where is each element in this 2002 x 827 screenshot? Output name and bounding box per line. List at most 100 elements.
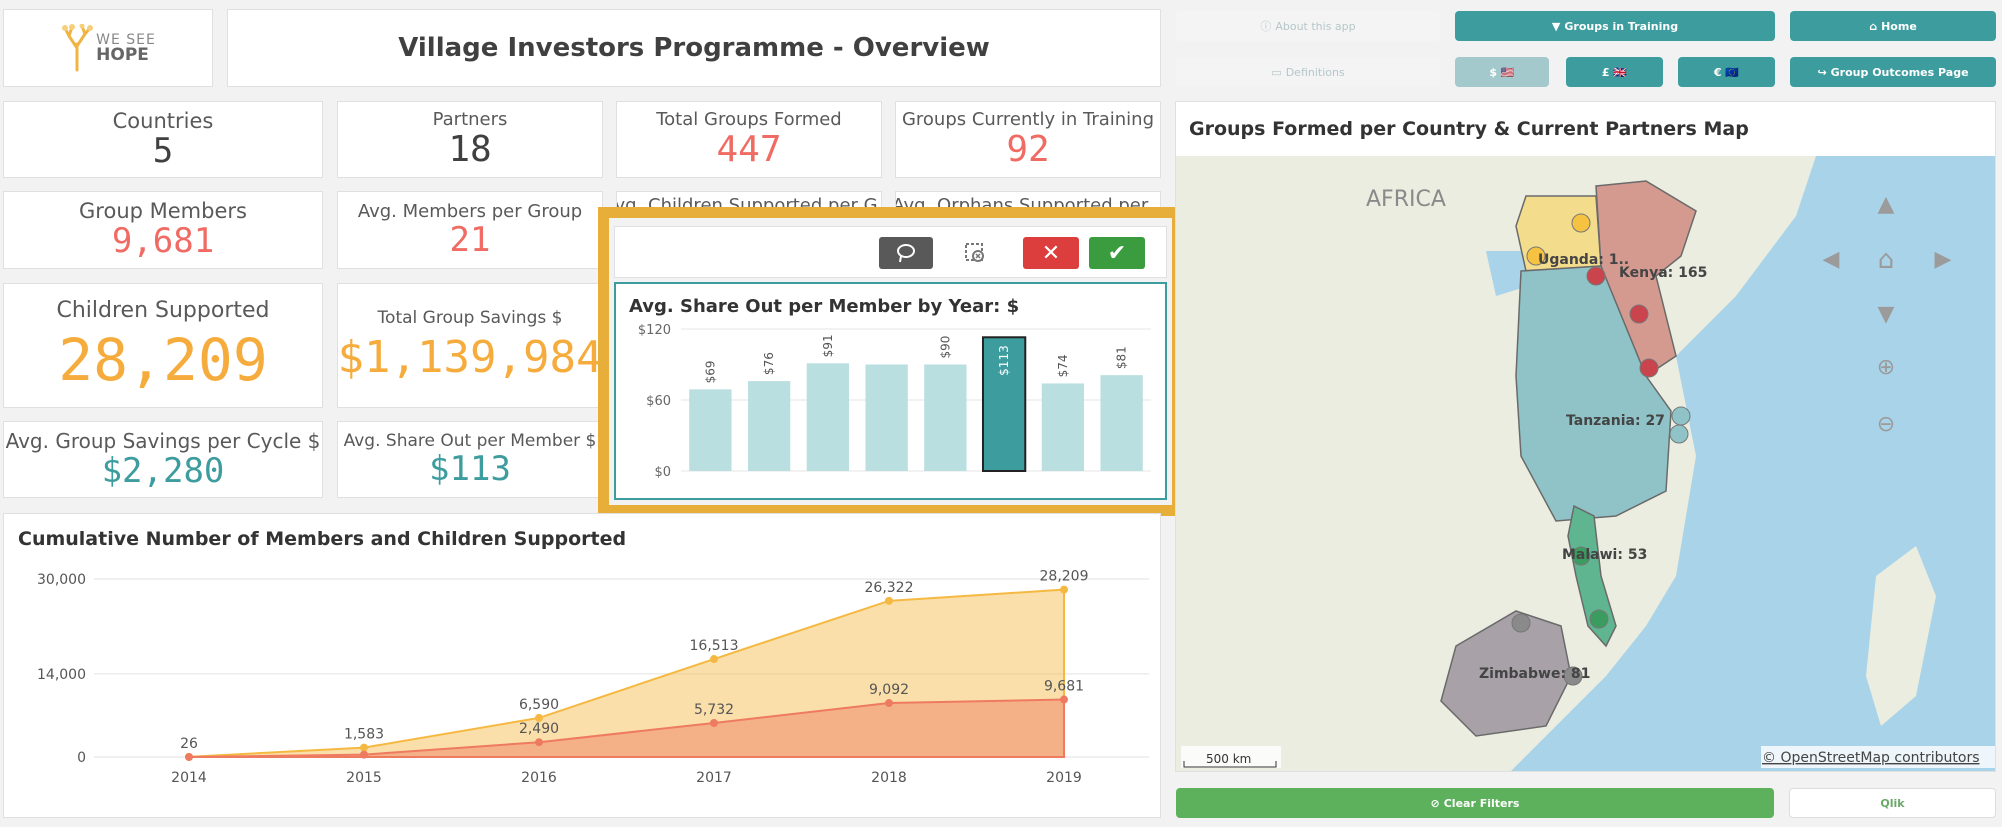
zoom-out-icon[interactable]: ⊖	[1876, 412, 1896, 437]
clear-filters-label: Clear Filters	[1443, 796, 1520, 810]
map-country-label: Tanzania: 27	[1566, 413, 1665, 429]
close-icon: ✕	[1041, 240, 1061, 266]
groups-in-training-button[interactable]: ▼ Groups in Training	[1455, 11, 1775, 41]
cumulative-area-chart[interactable]: 30,000 14,000 0 26 1,583 6,590 16,513 26,322 28,…	[4, 564, 1160, 814]
bar	[924, 364, 967, 471]
partner-marker[interactable]	[1571, 546, 1591, 566]
group-outcomes-button[interactable]: ↪ Group Outcomes Page	[1790, 57, 1996, 87]
bar-value-label: $90	[880, 336, 894, 359]
data-label: 6,590	[519, 697, 559, 713]
qlik-button[interactable]: Qlik	[1789, 788, 1996, 818]
bar-value-label: $69	[703, 360, 717, 383]
map-country-label: Zimbabwe: 81	[1479, 666, 1590, 682]
bar	[1041, 383, 1085, 471]
partner-marker[interactable]	[1629, 304, 1649, 324]
selection-highlight-frame: ✕ ✔ Avg. Share Out per Member by Year: $…	[598, 207, 1183, 516]
data-point	[535, 713, 543, 722]
y-tick-label: $60	[646, 394, 671, 409]
kpi-total-savings[interactable]: Total Group Savings $ $1,139,984	[337, 283, 603, 408]
confirm-selection-button[interactable]: ✔	[1089, 237, 1145, 269]
kpi-children-supported[interactable]: Children Supported 28,209	[3, 283, 323, 408]
definitions-label: Definitions	[1285, 65, 1345, 79]
kpi-value: 28,209	[58, 326, 268, 395]
partner-marker[interactable]	[1669, 424, 1689, 444]
data-label: 26,322	[865, 580, 914, 596]
map-country-label: Malawi: 53	[1562, 547, 1647, 563]
kpi-partners[interactable]: Partners 18	[337, 101, 603, 178]
partner-marker[interactable]	[1563, 666, 1583, 686]
bar-value-label: $91	[821, 334, 835, 357]
kpi-countries[interactable]: Countries 5	[3, 101, 323, 178]
country-zimbabwe[interactable]	[1440, 610, 1572, 737]
kpi-avg-shareout[interactable]: Avg. Share Out per Member $ $113	[337, 421, 603, 498]
clear-filters-button[interactable]: ⊘ Clear Filters	[1176, 788, 1774, 818]
selection-toolbar: ✕ ✔	[614, 226, 1167, 278]
partner-marker[interactable]	[1526, 246, 1546, 266]
book-icon: ▭	[1271, 65, 1282, 79]
kpi-value: 18	[448, 129, 492, 171]
partner-marker[interactable]	[1671, 406, 1691, 426]
currency-eur-button[interactable]: € 🇪🇺	[1678, 57, 1775, 87]
data-label: 26	[180, 736, 198, 752]
data-point	[885, 699, 893, 708]
zoom-in-icon[interactable]: ⊕	[1876, 355, 1896, 380]
kpi-group-members[interactable]: Group Members 9,681	[3, 191, 323, 269]
pan-up-icon[interactable]: ▲	[1877, 192, 1895, 217]
map-scale-bar	[1183, 761, 1277, 768]
bar	[689, 389, 732, 471]
home-label: Home	[1881, 19, 1917, 33]
data-point	[360, 743, 368, 752]
kpi-avg-savings-cycle[interactable]: Avg. Group Savings per Cycle $ $2,280	[3, 421, 323, 498]
about-button[interactable]: ⓘ About this app	[1176, 11, 1440, 41]
kpi-total-groups[interactable]: Total Groups Formed 447	[616, 101, 882, 178]
kpi-value: $2,280	[101, 450, 225, 491]
cumulative-chart-panel[interactable]: Cumulative Number of Members and Childre…	[3, 513, 1161, 818]
y-tick-label: $120	[638, 324, 671, 338]
kpi-avg-members[interactable]: Avg. Members per Group 21	[337, 191, 603, 269]
bar-value-label: $90	[938, 336, 952, 359]
group-outcomes-label: Group Outcomes Page	[1830, 65, 1969, 79]
clear-selection-button[interactable]	[955, 237, 995, 269]
shareout-chart-panel[interactable]: Avg. Share Out per Member by Year: $ $12…	[614, 282, 1167, 500]
y-tick-label: 30,000	[37, 572, 86, 588]
kpi-value: $113	[429, 448, 511, 489]
currency-gbp-button[interactable]: £ 🇬🇧	[1566, 57, 1663, 87]
clear-filter-icon: ⊘	[1430, 796, 1440, 810]
y-tick-label: $0	[654, 465, 671, 480]
land-madagascar	[1866, 546, 1936, 726]
pan-right-icon[interactable]: ▶	[1934, 247, 1952, 272]
partner-marker[interactable]	[1586, 266, 1606, 286]
lasso-button[interactable]	[879, 237, 933, 269]
map-attribution[interactable]: © OpenStreetMap contributors	[1762, 750, 1980, 766]
check-icon: ✔	[1107, 240, 1127, 266]
kpi-label: Groups Currently in Training	[901, 109, 1155, 131]
logo-tree-icon	[62, 24, 94, 72]
kpi-groups-training[interactable]: Groups Currently in Training 92	[895, 101, 1161, 178]
currency-usd-button[interactable]: $ 🇺🇸	[1455, 57, 1549, 87]
kpi-value: 9,681	[111, 221, 215, 262]
definitions-button[interactable]: ▭ Definitions	[1176, 57, 1440, 87]
pan-down-icon[interactable]: ▼	[1877, 302, 1895, 327]
partner-marker[interactable]	[1571, 213, 1591, 233]
partner-marker[interactable]	[1589, 609, 1609, 629]
data-point	[1060, 585, 1068, 594]
data-point	[535, 738, 543, 747]
home-button[interactable]: ⌂ Home	[1790, 11, 1996, 41]
pan-left-icon[interactable]: ◀	[1822, 247, 1840, 272]
x-tick-label: 2019	[1046, 770, 1082, 786]
map-panel[interactable]: Groups Formed per Country & Current Part…	[1175, 101, 1996, 772]
kpi-value: 21	[449, 219, 491, 260]
shareout-bar-chart[interactable]: $120 $60 $0 $69 $76 $91 $90 $90 $113 $74 $81	[616, 324, 1165, 499]
kpi-label: Avg. Group Savings per Cycle $	[5, 428, 321, 453]
cancel-selection-button[interactable]: ✕	[1023, 237, 1079, 269]
map-canvas[interactable]: AFRICA Uganda: 1.. Kenya: 165 Tanzania: …	[1176, 156, 1996, 772]
bar-value-label: $113	[997, 345, 1011, 376]
home-map-icon[interactable]: ⌂	[1877, 245, 1895, 275]
partner-marker[interactable]	[1511, 613, 1531, 633]
clear-selection-icon	[965, 243, 984, 262]
country-tanzania[interactable]	[1515, 265, 1672, 522]
arrow-icon: ↪	[1817, 65, 1827, 79]
kpi-label: Avg. Share Out per Member $	[343, 430, 597, 451]
filter-icon: ▼	[1551, 19, 1561, 33]
partner-marker[interactable]	[1639, 358, 1659, 378]
